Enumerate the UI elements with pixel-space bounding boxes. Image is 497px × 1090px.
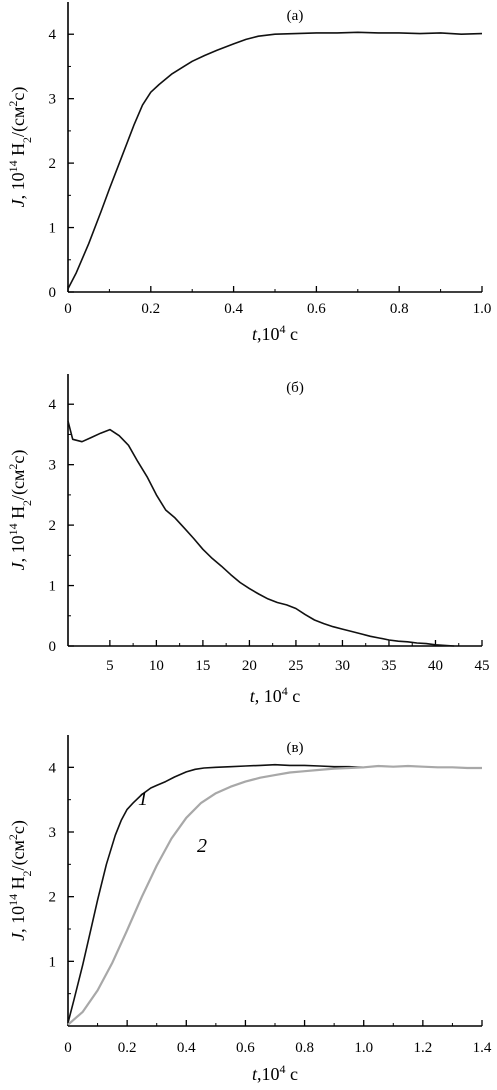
panel-label: (б) bbox=[286, 380, 304, 396]
y-axis-title: J, 1014 H2/(см2с) bbox=[6, 820, 34, 941]
y-tick-label: 0 bbox=[49, 639, 57, 655]
x-tick-label: 0.6 bbox=[236, 1040, 255, 1056]
panel-label: (в) bbox=[286, 740, 303, 756]
x-tick-label: 35 bbox=[381, 658, 396, 674]
panel-label: (а) bbox=[287, 8, 304, 24]
x-tick-label: 40 bbox=[428, 658, 443, 674]
y-tick-label: 4 bbox=[49, 27, 57, 43]
y-tick-label: 2 bbox=[49, 890, 57, 906]
y-tick-label: 3 bbox=[49, 825, 57, 841]
series-line bbox=[67, 763, 364, 1024]
series-label: 2 bbox=[197, 835, 207, 857]
x-tick-label: 0.8 bbox=[390, 301, 409, 317]
x-tick-label: 45 bbox=[475, 658, 490, 674]
x-tick-label: 15 bbox=[195, 658, 210, 674]
x-axis-title: t, 104 с bbox=[250, 684, 301, 706]
series-line bbox=[67, 31, 483, 290]
x-tick-label: 30 bbox=[335, 658, 350, 674]
chart-panel: 0 0.2 0.4 0.6 0.8 1.0 1.2 1.4 1 2 3 4 1 2 (в) t,104 с J,… bbox=[6, 735, 492, 1084]
x-tick-label: 0.8 bbox=[295, 1040, 314, 1056]
x-tick-label: 1.0 bbox=[473, 301, 492, 317]
y-tick-label: 3 bbox=[49, 458, 57, 474]
y-tick-label: 1 bbox=[49, 221, 57, 237]
x-tick-label: 0.4 bbox=[224, 301, 243, 317]
x-tick-label: 1.2 bbox=[413, 1040, 432, 1056]
x-tick-label: 0.2 bbox=[141, 301, 160, 317]
x-axis-title: t,104 с bbox=[252, 322, 298, 344]
series-line bbox=[67, 420, 455, 647]
x-tick-label: 0 bbox=[64, 301, 72, 317]
x-tick-label: 20 bbox=[242, 658, 257, 674]
x-axis-title: t,104 с bbox=[252, 1062, 298, 1084]
y-axis-title: J, 1014 H2/(см2с) bbox=[6, 87, 34, 208]
y-axis-title: J, 1014 H2/(см2с) bbox=[6, 450, 34, 571]
series-line bbox=[67, 764, 482, 1026]
series-label: 1 bbox=[138, 788, 148, 810]
y-tick-label: 2 bbox=[49, 156, 57, 172]
x-tick-label: 0 bbox=[64, 1040, 72, 1056]
x-tick-label: 1.0 bbox=[354, 1040, 373, 1056]
y-tick-label: 1 bbox=[49, 579, 57, 595]
chart-panel: 0 0.2 0.4 0.6 0.8 1.0 0 1 2 3 4 (а) t,104 с J, 1014 H… bbox=[6, 2, 491, 344]
x-tick-label: 5 bbox=[106, 658, 114, 674]
x-tick-label: 1.4 bbox=[473, 1040, 492, 1056]
chart-panel: 5 10 15 20 25 30 35 40 45 0 1 2 3 4 (б) t, 104 с J, 1014… bbox=[6, 374, 490, 706]
y-tick-label: 0 bbox=[49, 285, 57, 301]
x-tick-label: 25 bbox=[288, 658, 303, 674]
x-tick-label: 0.2 bbox=[118, 1040, 137, 1056]
y-tick-label: 4 bbox=[49, 397, 57, 413]
y-tick-label: 1 bbox=[49, 954, 57, 970]
y-tick-label: 4 bbox=[49, 760, 57, 776]
x-tick-label: 10 bbox=[149, 658, 164, 674]
y-tick-label: 2 bbox=[49, 518, 57, 534]
x-tick-label: 0.6 bbox=[307, 301, 326, 317]
x-tick-label: 0.4 bbox=[177, 1040, 196, 1056]
y-tick-label: 3 bbox=[49, 92, 57, 108]
